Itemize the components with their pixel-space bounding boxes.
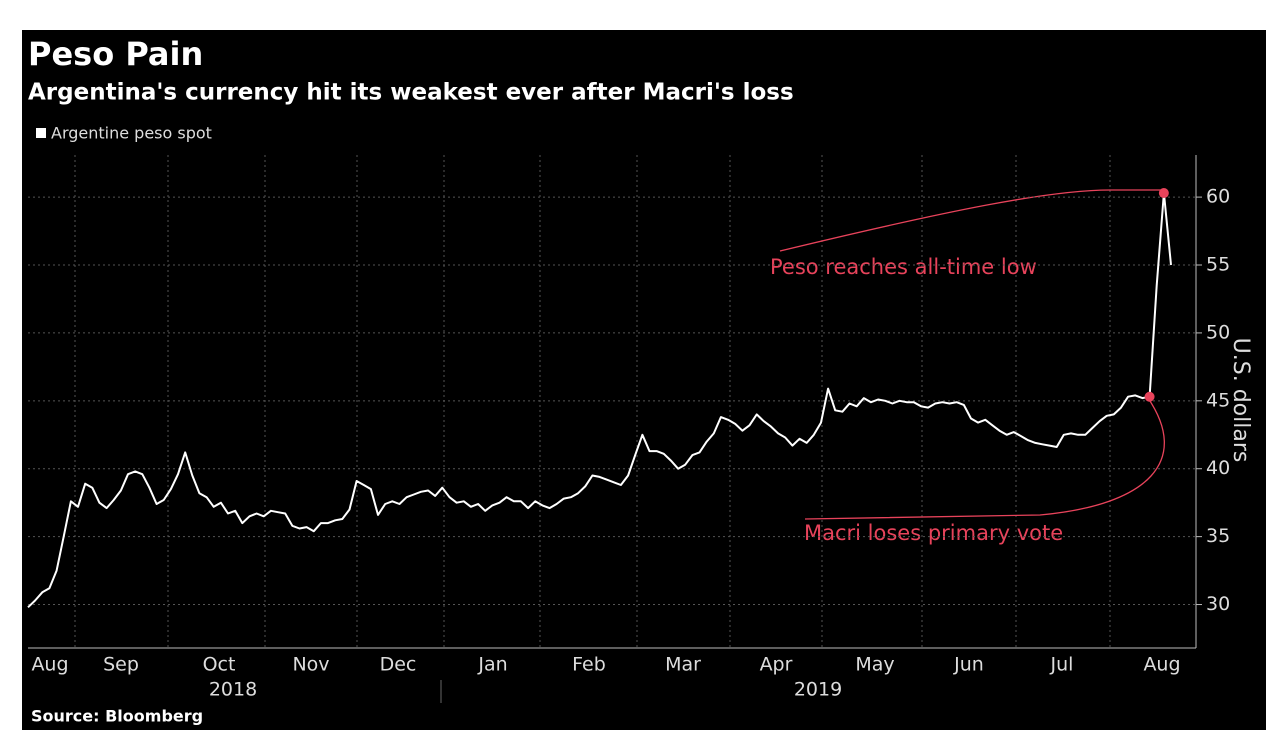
x-tick-label: Jun [953,654,984,676]
x-tick-label: Aug [31,654,68,676]
annotation-dot [1158,188,1169,199]
y-tick-label: 60 [1206,186,1230,208]
x-tick-label: Nov [292,654,329,676]
x-tick-label: Aug [1143,654,1180,676]
line-series [27,192,1172,609]
x-tick-label: Dec [380,654,417,676]
legend-label: Argentine peso spot [51,124,212,143]
annotation-line [804,397,1165,520]
year-label: 2019 [794,679,842,701]
annotation-dot [1144,391,1155,402]
chart-title: Peso Pain [28,35,203,73]
month-gridlines [74,155,1111,648]
annotation-line [779,189,1162,252]
y-tick-label: 45 [1206,389,1230,411]
y-tick-label: 40 [1206,457,1230,479]
x-tick-label: Jan [477,654,507,676]
x-tick-label: May [855,654,894,676]
y-tick-label: 30 [1206,593,1230,615]
chart-background [22,30,1266,730]
x-tick-label: Mar [665,654,701,676]
x-tick-label: Apr [760,654,793,676]
year-label: 2018 [209,679,257,701]
annotation: Macri loses primary vote [804,521,1063,545]
y-axis-label: U.S. dollars [1228,338,1253,463]
x-tick-label: Jul [1050,654,1074,676]
source: Source: Bloomberg [31,707,203,726]
x-tick-label: Feb [572,654,606,676]
y-tick-label: 35 [1206,525,1230,547]
annotation: Peso reaches all-time low [770,255,1037,279]
x-tick-label: Oct [203,654,236,676]
x-tick-label: Sep [103,654,139,676]
legend-swatch [36,128,46,138]
y-tick-label: 55 [1206,254,1230,276]
y-tick-label: 50 [1206,321,1230,343]
chart-subtitle: Argentina's currency hit its weakest eve… [28,80,794,106]
